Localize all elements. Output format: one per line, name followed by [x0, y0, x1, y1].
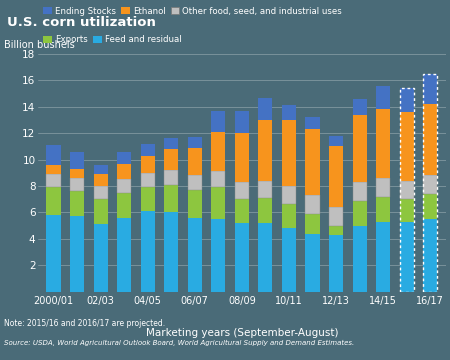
Bar	[46, 145, 61, 165]
Bar	[352, 182, 367, 201]
Bar	[306, 129, 320, 195]
Bar	[117, 179, 131, 193]
Bar	[306, 117, 320, 129]
Bar	[46, 174, 61, 187]
Bar	[282, 105, 296, 120]
Bar	[70, 191, 84, 216]
Bar	[188, 218, 202, 292]
Bar	[70, 216, 84, 292]
Bar	[258, 98, 273, 120]
Bar	[258, 223, 273, 292]
Bar	[306, 234, 320, 292]
Bar	[306, 214, 320, 234]
Bar	[329, 235, 343, 292]
Bar	[188, 175, 202, 190]
Bar	[211, 187, 225, 219]
Bar	[282, 204, 296, 228]
Bar	[329, 226, 343, 235]
Legend: Exports, Feed and residual: Exports, Feed and residual	[43, 35, 182, 45]
Bar	[423, 194, 437, 219]
Bar	[400, 88, 414, 112]
Bar	[423, 74, 437, 104]
Bar	[117, 193, 131, 218]
Bar	[117, 163, 131, 179]
Bar	[423, 219, 437, 292]
Bar	[117, 152, 131, 163]
Bar	[352, 115, 367, 182]
Bar	[141, 187, 155, 211]
Bar	[235, 111, 249, 133]
Bar	[400, 222, 414, 292]
Bar	[306, 195, 320, 214]
Bar	[188, 137, 202, 148]
Text: Marketing years (September-August): Marketing years (September-August)	[146, 328, 338, 338]
Bar	[329, 147, 343, 207]
Bar	[329, 207, 343, 226]
Bar	[211, 132, 225, 171]
Bar	[188, 148, 202, 175]
Bar	[329, 136, 343, 147]
Bar	[258, 120, 273, 181]
Text: Note: 2015/16 and 2016/17 are projected.: Note: 2015/16 and 2016/17 are projected.	[4, 319, 166, 328]
Bar	[282, 120, 296, 186]
Bar	[423, 104, 437, 175]
Bar	[235, 199, 249, 223]
Bar	[46, 215, 61, 292]
Bar	[70, 178, 84, 191]
Bar	[94, 186, 108, 199]
Bar	[70, 152, 84, 169]
Bar	[352, 226, 367, 292]
Bar	[141, 156, 155, 173]
Bar	[141, 173, 155, 187]
Bar	[400, 88, 414, 292]
Bar	[94, 199, 108, 224]
Bar	[164, 212, 178, 292]
Bar	[258, 181, 273, 198]
Bar	[94, 224, 108, 292]
Bar	[282, 186, 296, 204]
Bar	[235, 223, 249, 292]
Text: Source: USDA, World Agricultural Outlook Board, World Agricultural Supply and De: Source: USDA, World Agricultural Outlook…	[4, 340, 355, 346]
Bar	[423, 175, 437, 194]
Bar	[235, 182, 249, 199]
Bar	[70, 169, 84, 178]
Bar	[94, 165, 108, 174]
Text: U.S. corn utilization: U.S. corn utilization	[7, 17, 156, 30]
Bar	[46, 165, 61, 174]
Bar	[164, 170, 178, 185]
Bar	[46, 187, 61, 215]
Bar	[164, 139, 178, 149]
Bar	[164, 185, 178, 212]
Bar	[141, 211, 155, 292]
Bar	[376, 109, 390, 178]
Bar	[400, 199, 414, 222]
Bar	[376, 178, 390, 197]
Bar	[376, 222, 390, 292]
Text: Billion bushels: Billion bushels	[4, 40, 74, 50]
Bar	[211, 111, 225, 132]
Bar	[94, 174, 108, 186]
Bar	[164, 149, 178, 170]
Bar	[235, 133, 249, 182]
Bar	[141, 144, 155, 156]
Bar	[352, 201, 367, 226]
Bar	[400, 112, 414, 181]
Bar	[376, 86, 390, 109]
Bar	[258, 198, 273, 223]
Bar	[376, 197, 390, 222]
Bar	[117, 218, 131, 292]
Bar	[188, 190, 202, 218]
Bar	[211, 171, 225, 187]
Bar	[282, 228, 296, 292]
Bar	[423, 74, 437, 292]
Bar	[400, 181, 414, 199]
Bar	[211, 219, 225, 292]
Bar	[352, 99, 367, 115]
